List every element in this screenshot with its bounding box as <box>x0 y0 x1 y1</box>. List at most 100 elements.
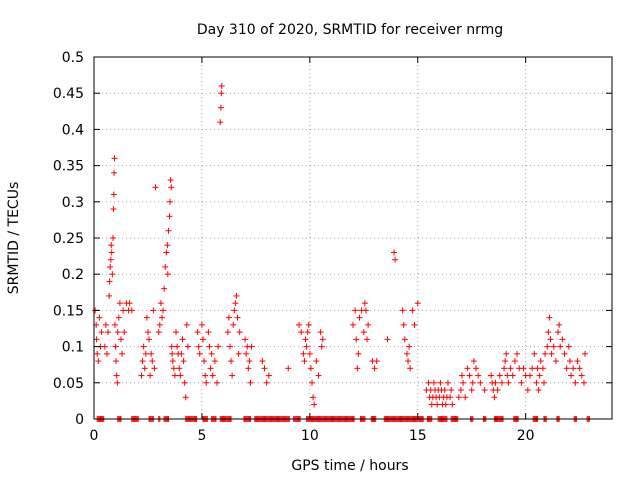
data-point <box>232 300 239 307</box>
data-point <box>113 372 120 379</box>
data-point <box>304 329 311 336</box>
data-point <box>211 358 218 365</box>
data-point <box>215 343 222 350</box>
data-point <box>169 350 176 357</box>
data-point <box>150 307 157 314</box>
data-point <box>201 358 208 365</box>
data-point <box>226 343 233 350</box>
data-point <box>475 372 482 379</box>
data-point <box>236 329 243 336</box>
data-point <box>142 350 149 357</box>
x-tick-label: 0 <box>90 428 99 444</box>
data-point <box>235 350 242 357</box>
data-point <box>233 292 240 299</box>
data-point <box>448 387 455 394</box>
data-point <box>121 329 128 336</box>
data-point <box>364 336 371 343</box>
data-point <box>507 365 514 372</box>
data-point <box>147 372 154 379</box>
data-point <box>354 365 361 372</box>
data-point <box>318 343 325 350</box>
data-point <box>102 321 109 328</box>
data-point <box>539 365 546 372</box>
data-point <box>228 358 235 365</box>
data-point <box>111 321 118 328</box>
data-point <box>534 365 541 372</box>
data-point <box>399 307 406 314</box>
data-point <box>580 379 587 386</box>
data-point <box>170 365 177 372</box>
data-point <box>447 394 454 401</box>
data-point <box>140 343 147 350</box>
data-point <box>392 256 399 263</box>
data-point <box>473 365 480 372</box>
data-point <box>311 401 318 408</box>
data-point <box>182 394 189 401</box>
data-point <box>430 379 437 386</box>
data-point <box>400 321 407 328</box>
data-point <box>173 329 180 336</box>
data-point <box>414 300 421 307</box>
data-point <box>502 358 509 365</box>
x-tick-label: 10 <box>301 428 319 444</box>
data-point <box>548 350 555 357</box>
data-point <box>113 358 120 365</box>
data-point <box>246 358 253 365</box>
data-point <box>107 256 114 263</box>
data-point <box>361 300 368 307</box>
data-point <box>464 365 471 372</box>
data-point <box>176 365 183 372</box>
data-point <box>407 365 414 372</box>
data-point <box>409 307 416 314</box>
data-point <box>247 379 254 386</box>
data-point <box>179 336 186 343</box>
data-point <box>296 321 303 328</box>
data-point <box>353 336 360 343</box>
data-point <box>488 372 495 379</box>
y-tick-label: 0.5 <box>62 50 84 66</box>
x-axis-label: GPS time / hours <box>291 458 408 474</box>
data-point <box>162 263 169 270</box>
y-tick-label: 0.2 <box>62 267 84 283</box>
data-point <box>313 358 320 365</box>
data-point <box>542 350 549 357</box>
data-point <box>183 321 190 328</box>
data-point <box>139 358 146 365</box>
data-point <box>567 372 574 379</box>
data-point <box>306 350 313 357</box>
data-point <box>230 321 237 328</box>
data-point <box>108 249 115 256</box>
x-tick-label: 15 <box>409 428 427 444</box>
data-point <box>371 365 378 372</box>
data-point <box>263 379 270 386</box>
data-point <box>384 336 391 343</box>
data-point <box>158 314 165 321</box>
data-point <box>362 307 369 314</box>
data-point <box>112 343 119 350</box>
data-point <box>302 336 309 343</box>
data-point <box>501 365 508 372</box>
data-point <box>128 307 135 314</box>
data-point <box>117 336 124 343</box>
y-tick-label: 0.35 <box>53 159 84 175</box>
data-point <box>307 365 314 372</box>
data-point <box>425 379 432 386</box>
data-point <box>115 314 122 321</box>
data-point <box>405 358 412 365</box>
data-point <box>161 285 168 292</box>
data-point <box>365 321 372 328</box>
data-point <box>449 401 456 408</box>
data-point <box>231 307 238 314</box>
data-point <box>177 372 184 379</box>
data-point <box>243 350 250 357</box>
data-point <box>168 343 175 350</box>
data-point <box>546 314 553 321</box>
data-point <box>138 372 145 379</box>
data-point <box>496 372 503 379</box>
data-point <box>303 343 310 350</box>
data-point <box>550 343 557 350</box>
grid <box>94 57 612 419</box>
data-point <box>181 379 188 386</box>
data-point <box>494 387 501 394</box>
